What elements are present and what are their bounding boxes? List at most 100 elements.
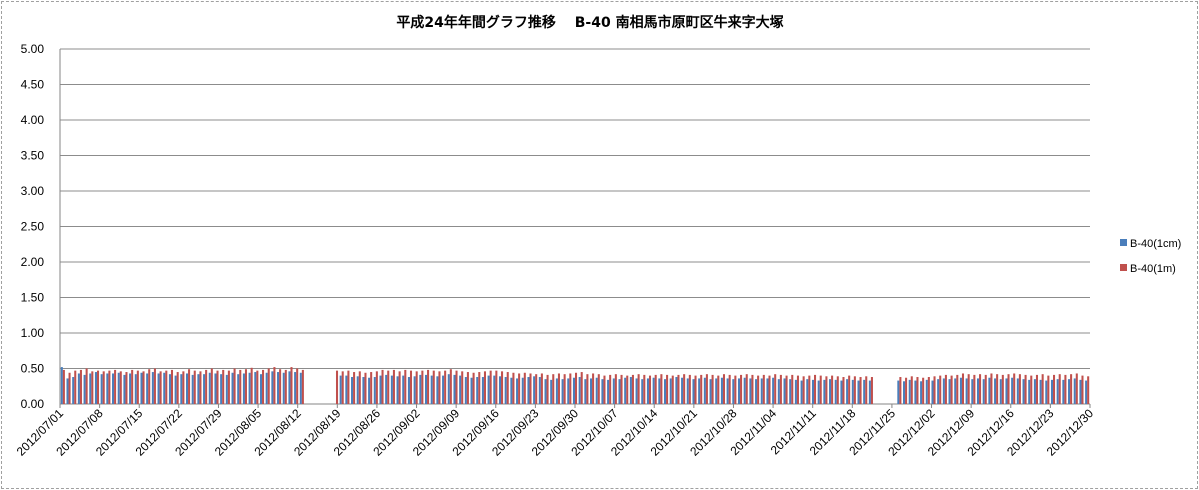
bar-b40-1m [205, 370, 207, 404]
bar-b40-1cm [254, 372, 256, 404]
bar-b40-1m [1059, 374, 1061, 404]
bar-b40-1m [786, 376, 788, 404]
bar-b40-1cm [362, 377, 364, 404]
bar-b40-1cm [266, 373, 268, 404]
bar-b40-1cm [368, 378, 370, 404]
bar-b40-1m [80, 370, 82, 404]
y-tick-label: 0.00 [21, 397, 45, 411]
bar-b40-1cm [738, 378, 740, 404]
bar-b40-1cm [846, 379, 848, 404]
bar-b40-1m [342, 371, 344, 404]
bar-b40-1m [695, 376, 697, 404]
bar-b40-1cm [647, 378, 649, 404]
bar-b40-1cm [658, 378, 660, 404]
bar-b40-1m [302, 370, 304, 404]
bar-b40-1m [148, 369, 150, 404]
bar-b40-1cm [857, 381, 859, 404]
bar-b40-1m [603, 376, 605, 404]
bar-b40-1m [234, 369, 236, 405]
bar-b40-1m [456, 371, 458, 404]
bar-b40-1cm [897, 381, 899, 404]
bar-b40-1m [279, 369, 281, 404]
bar-b40-1m [814, 375, 816, 404]
bar-b40-1m [91, 371, 93, 404]
bar-b40-1m [808, 376, 810, 404]
bar-b40-1cm [744, 378, 746, 404]
bar-b40-1m [296, 369, 298, 405]
bar-b40-1cm [579, 377, 581, 404]
bar-b40-1m [63, 370, 65, 404]
bar-b40-1m [364, 373, 366, 404]
bar-b40-1cm [1051, 380, 1053, 404]
bar-b40-1cm [636, 378, 638, 404]
bar-b40-1m [143, 371, 145, 404]
bar-b40-1m [490, 371, 492, 404]
bar-b40-1m [1030, 376, 1032, 404]
y-tick-label: 4.50 [21, 78, 45, 92]
bar-b40-1m [347, 371, 349, 404]
bar-b40-1cm [954, 378, 956, 404]
bar-b40-1m [723, 374, 725, 404]
bar-b40-1cm [966, 378, 968, 404]
bar-b40-1m [103, 371, 105, 404]
legend: B-40(1cm) B-40(1m) [1120, 238, 1181, 275]
bar-b40-1m [74, 371, 76, 404]
bar-b40-1cm [140, 373, 142, 404]
bar-b40-1cm [960, 378, 962, 404]
bar-b40-1cm [539, 377, 541, 404]
bar-b40-1m [825, 376, 827, 404]
bar-b40-1cm [482, 377, 484, 404]
bar-b40-1m [803, 376, 805, 404]
bar-b40-1m [780, 375, 782, 404]
bar-b40-1m [564, 374, 566, 404]
bar-b40-1cm [61, 367, 63, 404]
bar-b40-1cm [118, 373, 120, 404]
bar-b40-1cm [937, 379, 939, 404]
bar-b40-1cm [943, 378, 945, 404]
y-tick-label: 2.50 [21, 220, 45, 234]
bar-b40-1m [968, 374, 970, 404]
bar-b40-1cm [135, 374, 137, 404]
y-tick-label: 0.50 [21, 362, 45, 376]
bar-b40-1cm [95, 372, 97, 404]
bar-b40-1m [945, 375, 947, 404]
bar-b40-1cm [914, 381, 916, 404]
bar-b40-1cm [402, 376, 404, 404]
bar-b40-1cm [818, 381, 820, 404]
bar-b40-1m [660, 374, 662, 404]
bar-b40-1m [382, 370, 384, 404]
bar-b40-1m [245, 369, 247, 404]
bar-b40-1cm [641, 379, 643, 404]
bar-b40-1cm [869, 381, 871, 404]
bar-b40-1m [797, 376, 799, 404]
gridlines [60, 49, 1090, 369]
bar-b40-1cm [727, 378, 729, 404]
bar-b40-1cm [340, 376, 342, 404]
legend-swatch [1120, 239, 1127, 246]
bar-b40-1m [336, 371, 338, 404]
bar-b40-1cm [618, 379, 620, 404]
bar-b40-1m [194, 371, 196, 404]
bar-b40-1cm [260, 374, 262, 404]
bar-b40-1cm [795, 380, 797, 404]
bar-b40-1cm [175, 376, 177, 404]
bar-b40-1cm [1045, 381, 1047, 404]
bar-b40-1m [467, 372, 469, 404]
bar-b40-1m [706, 374, 708, 404]
bar-b40-1cm [988, 378, 990, 404]
bar-b40-1cm [374, 377, 376, 404]
bar-b40-1cm [949, 379, 951, 404]
bar-b40-1cm [66, 378, 68, 404]
bar-b40-1cm [146, 373, 148, 404]
bar-b40-1m [239, 370, 241, 404]
bar-b40-1cm [1028, 380, 1030, 404]
bar-b40-1cm [288, 371, 290, 404]
bar-b40-1cm [715, 378, 717, 404]
bar-b40-1m [1070, 374, 1072, 404]
bar-b40-1cm [442, 376, 444, 404]
bar-b40-1cm [158, 373, 160, 404]
bar-b40-1m [740, 375, 742, 404]
bar-b40-1cm [749, 378, 751, 404]
bar-b40-1cm [761, 378, 763, 404]
bar-b40-1cm [675, 377, 677, 404]
